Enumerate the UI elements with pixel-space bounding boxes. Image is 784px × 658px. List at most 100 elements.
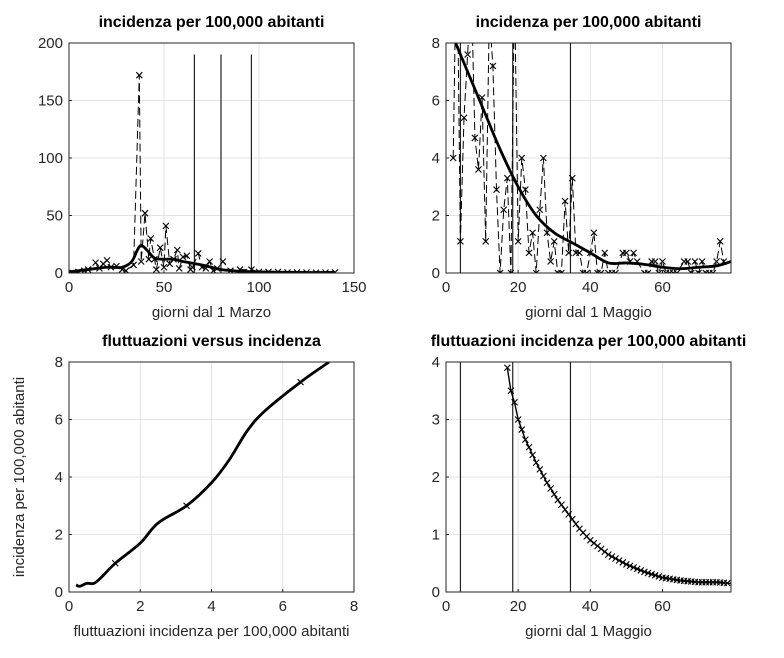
x-tick-label: 8 [350,598,358,615]
data-point-marker [543,229,551,237]
y-tick-label: 4 [55,469,63,486]
data-point-marker [583,269,591,273]
data-point-marker [194,250,202,257]
y-tick-label: 0 [432,584,440,601]
data-point-marker [156,244,164,252]
data-point-marker [659,258,666,265]
data-point-marker [633,565,641,573]
data-point-marker [597,269,605,273]
data-point-marker [521,436,529,444]
y-tick-label: 6 [432,93,440,110]
data-point-marker [532,459,540,467]
y-tick-label: 2 [432,469,440,486]
subplot-1: 0 50 100 150 0 50 100 150 200 incidenza per 100,0… [38,14,367,321]
data-point-marker [503,364,511,372]
y-tick-label: 100 [38,150,63,167]
data-point-marker [622,561,630,568]
data-point-marker [475,166,482,173]
data-point-marker [561,506,569,513]
subplot-3: 0 2 4 6 8 0 2 4 6 8 fluttuazioni versus incidenza f… [11,333,358,640]
data-point-marker [525,249,533,257]
data-point-marker [554,496,562,504]
x-tick-label: 20 [510,279,527,296]
y-tick-label: 2 [432,208,440,225]
data-point-marker [489,62,497,70]
data-point-marker [568,174,576,182]
x-tick-label: 0 [442,598,450,615]
y-tick-label: 150 [38,93,63,110]
data-point-marker [111,559,119,567]
data-point-marker [449,154,457,162]
data-point-marker [514,237,522,245]
data-point-marker [92,259,99,267]
data-point-marker [162,222,170,230]
data-point-marker [561,197,569,205]
data-point-marker [464,51,472,58]
x-axis-label: giorni dal 1 Maggio [525,623,652,640]
x-tick-label: 2 [136,598,144,615]
data-point-marker [644,269,652,273]
x-tick-label: 50 [156,279,173,296]
data-point-marker [135,71,143,79]
y-tick-label: 4 [432,150,440,167]
data-point-marker [145,255,153,263]
y-tick-label: 1 [432,527,440,544]
data-point-marker [637,566,645,574]
data-point-marker [166,260,174,268]
data-point-marker [137,258,145,265]
data-point-marker [543,479,551,487]
data-point-marker [521,186,529,194]
x-tick-label: 40 [582,598,599,615]
y-tick-label: 2 [55,527,63,544]
x-tick-label: 0 [65,598,73,615]
y-tick-label: 4 [432,354,440,371]
x-tick-label: 4 [207,598,215,615]
x-axis-label: fluttuazioni incidenza per 100,000 abita… [73,623,349,640]
data-point-marker [565,249,573,257]
data-point-marker [684,258,692,265]
data-point-marker [604,551,612,559]
plot-content [75,362,330,588]
data-point-marker [540,472,547,480]
x-tick-label: 60 [654,598,671,615]
x-tick-label: 6 [279,598,287,615]
data-point-marker [179,253,187,261]
data-point-marker [493,186,500,194]
x-tick-label: 150 [341,279,366,296]
axes-box [445,361,732,593]
data-point-marker [612,555,619,562]
series-smooth-line [454,43,731,271]
data-point-marker [160,263,168,271]
subplot-2: 0 20 40 60 0 2 4 6 8 incidenza per 100,000 abitan… [432,14,732,321]
data-point-marker [724,579,731,587]
subplot-4: 0 20 40 60 0 1 2 3 4 fluttuazioni incidenza per 1… [431,333,747,640]
y-tick-label: 50 [46,208,63,225]
data-point-marker [716,237,724,245]
data-point-marker [622,249,630,257]
data-point-marker [507,269,515,273]
data-point-marker [529,229,536,237]
x-tick-label: 0 [442,279,450,296]
data-point-marker [496,269,504,273]
data-point-marker [507,387,515,395]
data-point-marker [183,252,191,260]
y-tick-label: 0 [55,584,63,601]
data-point-marker [536,206,544,214]
y-tick-label: 8 [432,35,440,52]
x-axis-label: giorni dal 1 Marzo [152,304,271,321]
data-point-marker [550,237,558,245]
data-point-marker [141,209,149,217]
series-curve-line [75,362,330,588]
data-point-marker [630,564,637,571]
chart-title: fluttuazioni incidenza per 100,000 abita… [431,333,747,350]
data-point-marker [219,258,227,265]
data-point-marker [471,134,479,142]
data-point-marker [547,485,555,492]
x-tick-label: 0 [65,279,73,296]
data-point-marker [568,515,576,523]
data-point-marker [612,269,619,273]
data-point-marker [691,258,699,265]
data-point-marker [673,269,681,273]
data-point-marker [576,249,583,257]
data-point-marker [525,443,533,451]
